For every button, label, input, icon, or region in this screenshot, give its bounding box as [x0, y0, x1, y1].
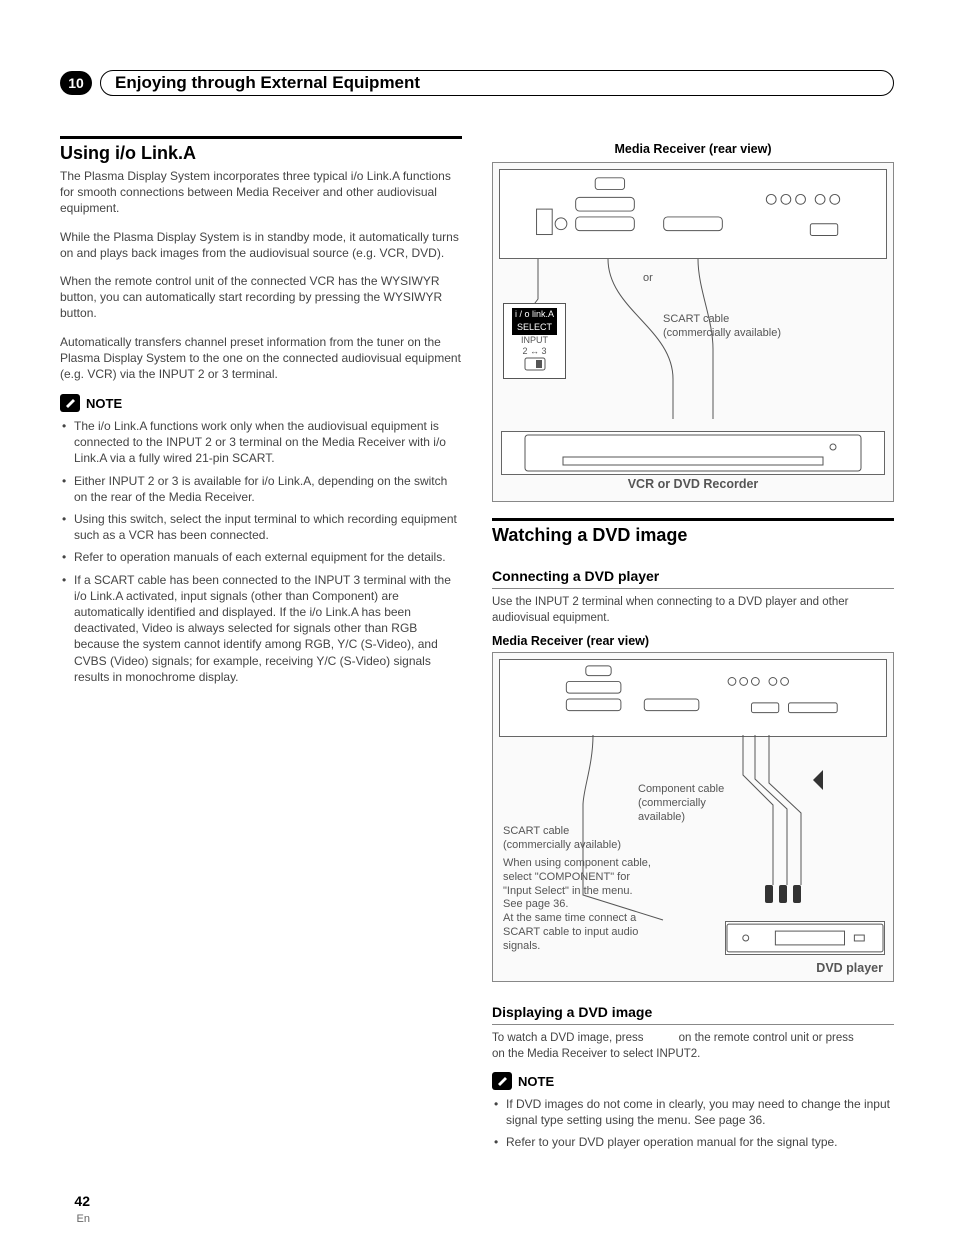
note-bullets-left: The i/o Link.A functions work only when … [60, 418, 462, 685]
list-item: If DVD images do not come in clearly, yo… [492, 1096, 894, 1128]
callout-line: SCART cable [503, 825, 621, 839]
diagram-caption-mid: Media Receiver (rear view) [492, 634, 894, 648]
callout-line: SCART cable to input audio [503, 926, 673, 940]
chapter-number-badge: 10 [60, 71, 92, 95]
list-item: Refer to your DVD player operation manua… [492, 1134, 894, 1150]
diagram-caption-top: Media Receiver (rear view) [492, 142, 894, 156]
note-bullets-right: If DVD images do not come in clearly, yo… [492, 1096, 894, 1151]
paragraph: Automatically transfers channel preset i… [60, 334, 462, 383]
callout-line: Component cable [638, 783, 724, 797]
callout-line: When using component cable, [503, 857, 673, 871]
paragraph: The Plasma Display System incorporates t… [60, 168, 462, 217]
callout-line: signals. [503, 940, 673, 954]
switch-label-2: SELECT [512, 321, 557, 334]
io-link-switch-box: i / o link.A SELECT INPUT 2 ↔ 3 [503, 303, 566, 379]
note-label: NOTE [518, 1074, 554, 1089]
list-item: If a SCART cable has been connected to t… [60, 572, 462, 685]
thin-rule [492, 588, 894, 589]
rear-panel-svg [500, 170, 886, 258]
diagram-vcr-connection: or i / o link.A SELECT INPUT 2 ↔ 3 SCART… [492, 162, 894, 502]
note-icon [60, 394, 80, 412]
device-caption-vcr: VCR or DVD Recorder [493, 477, 893, 491]
chapter-title: Enjoying through External Equipment [100, 70, 894, 96]
thin-rule [492, 1024, 894, 1025]
section-heading-using-io-link: Using i/o Link.A [60, 143, 462, 164]
media-receiver-rear-panel [499, 169, 887, 259]
note-icon [492, 1072, 512, 1090]
callout-line: available) [638, 811, 724, 825]
paragraph: While the Plasma Display System is in st… [60, 229, 462, 261]
callout-line: (commercially available) [663, 327, 781, 341]
or-label: or [643, 272, 653, 284]
paragraph: Use the INPUT 2 terminal when connecting… [492, 595, 894, 626]
list-item: The i/o Link.A functions work only when … [60, 418, 462, 467]
note-header-right: NOTE [492, 1072, 894, 1090]
callout-line: (commercially available) [503, 839, 621, 853]
two-column-layout: Using i/o Link.A The Plasma Display Syst… [60, 136, 894, 1157]
note-label: NOTE [86, 396, 122, 411]
list-item: Using this switch, select the input term… [60, 511, 462, 543]
switch-icon [524, 357, 546, 371]
subheading-displaying-dvd: Displaying a DVD image [492, 1004, 894, 1020]
callout-line: SCART cable [663, 313, 781, 327]
callout-line: (commercially [638, 797, 724, 811]
section-heading-watching-dvd: Watching a DVD image [492, 525, 894, 546]
switch-label-1: i / o link.A [512, 308, 557, 321]
diagram-dvd-connection: SCART cable (commercially available) Com… [492, 652, 894, 982]
scart-cable-callout-2: SCART cable (commercially available) [503, 825, 621, 853]
callout-line: See page 36. [503, 898, 673, 912]
page-language: En [60, 1213, 90, 1225]
paragraph: When the remote control unit of the conn… [60, 273, 462, 322]
section-rule [492, 518, 894, 521]
section-rule [60, 136, 462, 139]
callout-line: select "COMPONENT" for [503, 871, 673, 885]
paragraph: To watch a DVD image, press on the remot… [492, 1031, 894, 1062]
list-item: Either INPUT 2 or 3 is available for i/o… [60, 473, 462, 505]
page-root: 10 Enjoying through External Equipment U… [0, 0, 954, 1197]
chapter-header: 10 Enjoying through External Equipment [60, 70, 894, 96]
callout-line: "Input Select" in the menu. [503, 885, 673, 899]
component-cable-callout: Component cable (commercially available) [638, 783, 724, 824]
callout-line: At the same time connect a [503, 912, 673, 926]
right-column: Media Receiver (rear view) [492, 136, 894, 1157]
scart-cable-callout-1: SCART cable (commercially available) [663, 313, 781, 341]
subheading-connecting-dvd: Connecting a DVD player [492, 568, 894, 584]
vcr-device-box [501, 425, 885, 475]
left-column: Using i/o Link.A The Plasma Display Syst… [60, 136, 462, 1157]
page-number: 42 [60, 1193, 90, 1209]
note-header: NOTE [60, 394, 462, 412]
device-caption-dvd: DVD player [816, 961, 883, 975]
switch-label-4: 2 ↔ 3 [512, 346, 557, 357]
rear-panel-svg-2 [500, 660, 886, 736]
dvd-device-box [725, 915, 885, 955]
component-tip-text: When using component cable, select "COMP… [503, 857, 673, 953]
switch-label-3: INPUT [512, 335, 557, 346]
media-receiver-rear-panel-2 [499, 659, 887, 737]
list-item: Refer to operation manuals of each exter… [60, 549, 462, 565]
